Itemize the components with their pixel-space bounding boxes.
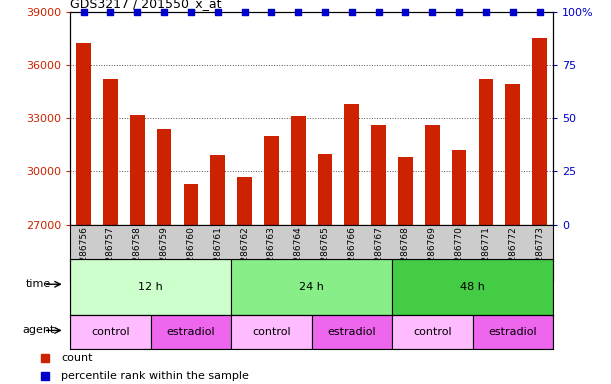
Text: estradiol: estradiol — [327, 327, 376, 337]
Bar — [70, 259, 231, 315]
Point — [401, 8, 411, 15]
Text: time: time — [26, 279, 51, 289]
Bar — [392, 259, 553, 315]
Text: GSM286761: GSM286761 — [213, 226, 222, 281]
Text: control: control — [91, 327, 130, 337]
Point — [213, 8, 222, 15]
Text: GSM286767: GSM286767 — [374, 226, 383, 281]
Text: 48 h: 48 h — [460, 282, 485, 292]
Point — [374, 8, 384, 15]
Text: GSM286771: GSM286771 — [481, 226, 491, 281]
Text: 24 h: 24 h — [299, 282, 324, 292]
Point — [133, 8, 142, 15]
Point — [186, 8, 196, 15]
Text: percentile rank within the sample: percentile rank within the sample — [62, 371, 249, 381]
Bar — [452, 150, 466, 225]
Text: count: count — [62, 353, 93, 363]
Bar — [70, 315, 151, 349]
Point — [320, 8, 330, 15]
Text: GSM286772: GSM286772 — [508, 226, 518, 281]
Text: GSM286765: GSM286765 — [321, 226, 329, 281]
Bar — [425, 125, 440, 225]
Bar — [264, 136, 279, 225]
Bar — [371, 125, 386, 225]
Text: 12 h: 12 h — [138, 282, 163, 292]
Text: GSM286759: GSM286759 — [159, 226, 169, 281]
Bar — [130, 114, 145, 225]
Text: GSM286763: GSM286763 — [267, 226, 276, 281]
Point — [79, 8, 89, 15]
Text: GSM286769: GSM286769 — [428, 226, 437, 281]
Bar — [392, 315, 472, 349]
Bar — [237, 177, 252, 225]
Text: GSM286773: GSM286773 — [535, 226, 544, 281]
Text: agent: agent — [23, 325, 55, 336]
Text: GSM286762: GSM286762 — [240, 226, 249, 281]
Bar — [532, 38, 547, 225]
Point — [293, 8, 303, 15]
Bar — [345, 104, 359, 225]
Bar — [210, 156, 225, 225]
Text: GSM286758: GSM286758 — [133, 226, 142, 281]
Text: GSM286757: GSM286757 — [106, 226, 115, 281]
Text: estradiol: estradiol — [167, 327, 215, 337]
Point — [266, 8, 276, 15]
Bar — [151, 315, 231, 349]
Text: GSM286770: GSM286770 — [455, 226, 464, 281]
Bar — [183, 184, 199, 225]
Bar — [231, 315, 312, 349]
Point — [454, 8, 464, 15]
Bar — [318, 154, 332, 225]
Point — [508, 8, 518, 15]
Bar — [231, 259, 392, 315]
Bar — [312, 315, 392, 349]
Point — [106, 8, 115, 15]
Bar — [291, 116, 306, 225]
Bar — [398, 157, 413, 225]
Point — [159, 8, 169, 15]
Bar — [472, 315, 553, 349]
Bar — [478, 79, 493, 225]
Point — [240, 8, 249, 15]
Text: control: control — [413, 327, 452, 337]
Bar — [76, 43, 91, 225]
Point — [481, 8, 491, 15]
Bar — [157, 129, 172, 225]
Point — [535, 8, 544, 15]
Point — [428, 8, 437, 15]
Text: control: control — [252, 327, 291, 337]
Text: GSM286764: GSM286764 — [294, 226, 302, 281]
Bar — [103, 79, 118, 225]
Text: GSM286756: GSM286756 — [79, 226, 88, 281]
Text: GSM286766: GSM286766 — [347, 226, 356, 281]
Text: estradiol: estradiol — [488, 327, 537, 337]
Point — [347, 8, 357, 15]
Text: GDS3217 / 201550_x_at: GDS3217 / 201550_x_at — [70, 0, 222, 10]
Bar — [505, 84, 520, 225]
Text: GSM286768: GSM286768 — [401, 226, 410, 281]
Text: GSM286760: GSM286760 — [186, 226, 196, 281]
